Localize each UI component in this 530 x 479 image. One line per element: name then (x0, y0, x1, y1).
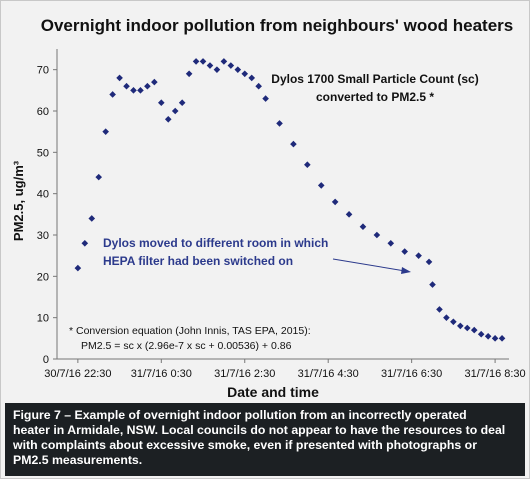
data-point (74, 264, 82, 272)
x-tick-label: 30/7/16 22:30 (44, 368, 111, 380)
annotation-moved-line2: HEPA filter had been switched on (103, 254, 293, 268)
data-point (185, 70, 193, 78)
data-point (255, 82, 262, 90)
data-point (227, 62, 235, 69)
axes (56, 49, 509, 360)
data-point (491, 335, 499, 342)
data-point (213, 66, 221, 73)
data-point (248, 74, 256, 82)
data-point (425, 258, 433, 266)
data-point (144, 82, 151, 90)
data-point (151, 78, 158, 86)
x-tick-label: 31/7/16 0:30 (131, 368, 192, 380)
y-tick-label: 50 (37, 147, 49, 159)
x-tick-label: 31/7/16 8:30 (465, 368, 526, 380)
data-point (443, 314, 450, 321)
data-point (387, 239, 395, 247)
y-tick-label: 0 (43, 354, 49, 366)
chart: Overnight indoor pollution from neighbou… (11, 16, 526, 400)
data-point (415, 252, 422, 259)
data-point (262, 95, 269, 102)
data-point (317, 182, 325, 189)
data-point (116, 74, 123, 82)
data-point (450, 318, 457, 326)
data-point (241, 70, 249, 78)
data-point (429, 281, 436, 288)
caption-line-4: PM2.5 measurements. (13, 453, 143, 467)
data-point (477, 330, 485, 338)
y-axis-label: PM2.5, ug/m³ (11, 160, 26, 241)
y-ticks: 0 10 20 30 40 50 60 70 (37, 65, 57, 366)
data-point (484, 332, 492, 340)
data-point (199, 58, 207, 65)
caption-line-3: with complaints about excessive smoke, e… (13, 438, 477, 452)
data-point (88, 215, 96, 222)
data-point (171, 107, 179, 115)
data-point (130, 87, 137, 94)
annotation-conversion-line2: PM2.5 = sc x (2.96e-7 x sc + 0.00536) + … (81, 340, 292, 352)
annotation-dylos-line2: converted to PM2.5 * (316, 90, 434, 104)
data-point (470, 326, 478, 334)
data-point (457, 322, 464, 330)
data-point (164, 115, 172, 123)
annotation-dylos-line1: Dylos 1700 Small Particle Count (sc) (271, 72, 478, 86)
data-point (359, 223, 367, 231)
data-point (95, 173, 103, 181)
data-point (498, 335, 506, 342)
data-point (123, 82, 130, 90)
data-point (178, 99, 186, 107)
annotation-arrowhead (401, 267, 411, 274)
x-ticks: 30/7/16 22:30 31/7/16 0:30 31/7/16 2:30 31/… (44, 359, 526, 380)
figure-caption: Figure 7 – Example of overnight indoor p… (5, 403, 525, 476)
y-tick-label: 20 (37, 271, 49, 283)
data-point (109, 91, 116, 98)
data-point (276, 120, 283, 127)
y-tick-label: 70 (37, 65, 49, 77)
data-point (102, 128, 109, 135)
data-point (463, 324, 471, 332)
caption-line-2: heater in Armidale, NSW. Local councils … (13, 423, 506, 437)
data-point (81, 239, 89, 247)
x-axis-label: Date and time (227, 384, 319, 400)
data-point (290, 140, 297, 148)
data-point (436, 306, 443, 313)
data-point (192, 58, 200, 65)
data-point (158, 99, 165, 107)
data-points (74, 58, 506, 342)
y-tick-label: 30 (37, 230, 49, 242)
annotation-conversion-line1: * Conversion equation (John Innis, TAS E… (69, 325, 311, 337)
data-point (234, 66, 242, 73)
caption-line-1: Figure 7 – Example of overnight indoor p… (13, 408, 467, 422)
x-tick-label: 31/7/16 4:30 (298, 368, 359, 380)
data-point (401, 248, 408, 255)
x-tick-label: 31/7/16 6:30 (381, 368, 442, 380)
y-tick-label: 40 (37, 189, 49, 201)
data-point (331, 198, 339, 206)
x-tick-label: 31/7/16 2:30 (214, 368, 275, 380)
annotation-moved-line1: Dylos moved to different room in which (103, 236, 328, 250)
y-tick-label: 60 (37, 106, 49, 118)
data-point (345, 211, 353, 218)
annotation-arrow (332, 258, 406, 272)
data-point (304, 161, 311, 169)
data-point (373, 231, 381, 239)
y-tick-label: 10 (37, 313, 49, 325)
data-point (137, 87, 144, 94)
data-point (220, 58, 228, 65)
data-point (206, 62, 214, 69)
chart-title: Overnight indoor pollution from neighbou… (41, 16, 513, 35)
